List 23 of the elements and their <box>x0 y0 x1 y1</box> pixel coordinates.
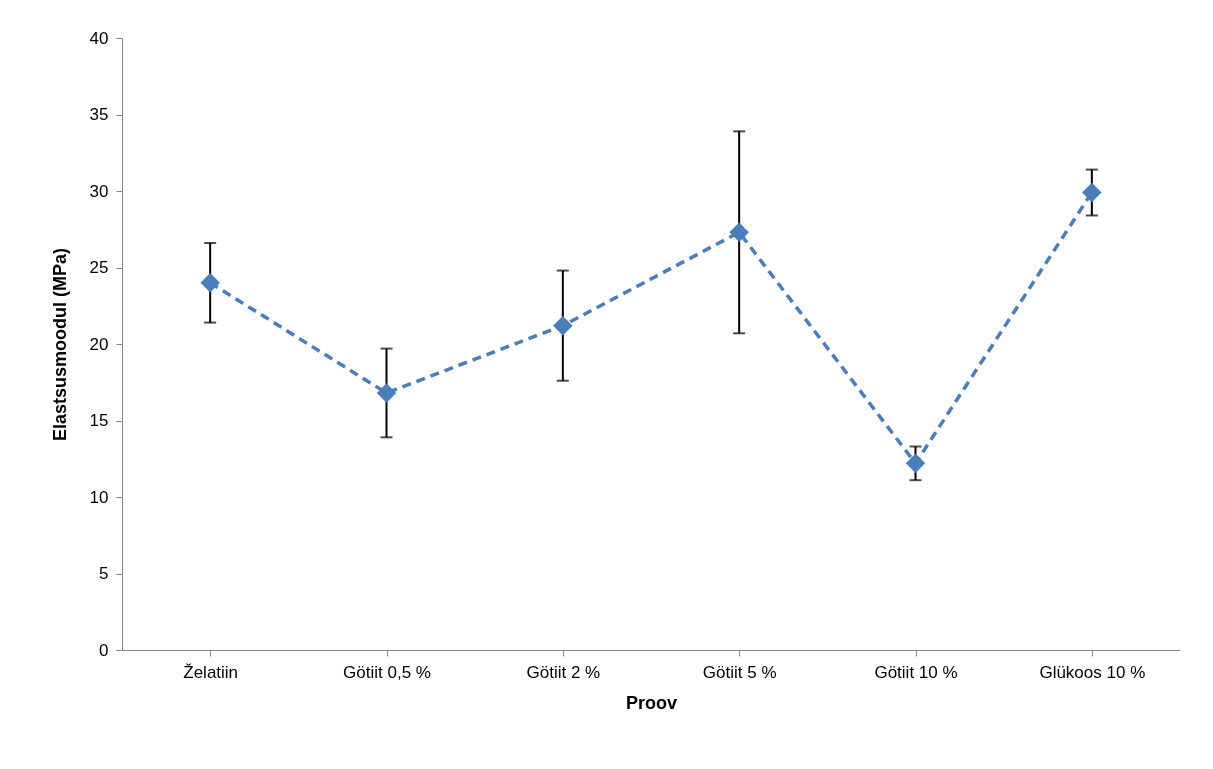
x-tick-label: Götiit 2 % <box>526 662 601 682</box>
x-tick-label: Želatiin <box>183 662 239 682</box>
y-tick-label: 0 <box>99 640 109 660</box>
y-tick-label: 35 <box>89 105 109 124</box>
y-tick-label: 20 <box>89 334 109 354</box>
y-tick-label: 40 <box>89 28 109 48</box>
x-tick-label: Götiit 0,5 % <box>343 662 431 682</box>
point <box>1082 182 1102 203</box>
point <box>553 315 573 336</box>
point <box>200 273 220 293</box>
point <box>376 383 397 403</box>
y-tick-label: 5 <box>99 564 109 583</box>
y-tick-label: 30 <box>89 181 109 201</box>
y-axis-title: Elastsusmoodul (MPa) <box>49 247 70 442</box>
y-tick-label: 10 <box>89 487 109 507</box>
point <box>729 222 749 243</box>
y-tick-label: 15 <box>89 411 109 430</box>
x-tick-label: Götiit 5 % <box>702 662 777 682</box>
y-tick-label: 25 <box>89 258 109 277</box>
point <box>905 453 926 474</box>
x-tick-label: Götiit 10 % <box>874 662 958 682</box>
x-axis-title: Proov <box>625 692 678 713</box>
x-tick-label: Glükoos 10 % <box>1039 662 1146 682</box>
